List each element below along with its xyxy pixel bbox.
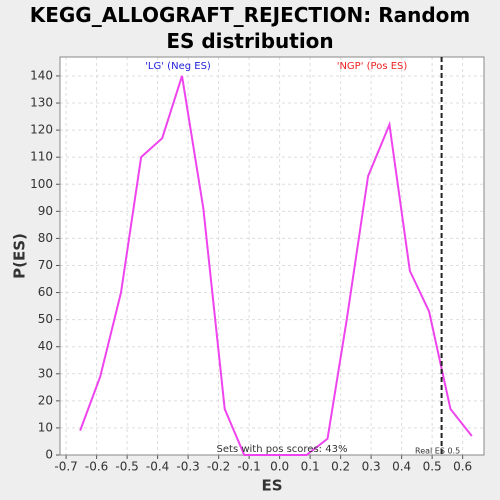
x-tick-label: 0.4 — [392, 460, 411, 474]
y-tick-label: 130 — [30, 96, 53, 110]
x-tick-label: 0.1 — [301, 460, 320, 474]
x-tick-label: 0.3 — [362, 460, 381, 474]
y-tick-label: 90 — [38, 204, 53, 218]
x-axis-label: ES — [261, 477, 282, 495]
x-tick-label: 0.6 — [453, 460, 472, 474]
y-tick-label: 110 — [30, 150, 53, 164]
annotation: Sets with pos scores: 43% — [217, 444, 348, 455]
y-tick-label: 10 — [38, 420, 53, 434]
x-tick-label: -0.3 — [176, 460, 199, 474]
y-tick-label: 100 — [30, 177, 53, 191]
y-tick-label: 120 — [30, 123, 53, 137]
x-tick-label: 0.2 — [331, 460, 350, 474]
y-tick-label: 70 — [38, 258, 53, 272]
y-tick-label: 40 — [38, 339, 53, 353]
y-tick-label: 0 — [45, 448, 53, 462]
x-tick-label: -0.7 — [54, 460, 77, 474]
y-tick-label: 60 — [38, 285, 53, 299]
y-tick-label: 30 — [38, 366, 53, 380]
x-tick-label: 0.5 — [423, 460, 442, 474]
x-tick-label: -0.2 — [207, 460, 230, 474]
y-tick-label: 50 — [38, 312, 53, 326]
y-tick-label: 140 — [30, 68, 53, 82]
x-tick-label: -0.1 — [237, 460, 260, 474]
y-axis-label: P(ES) — [11, 233, 29, 279]
plot-area — [60, 57, 484, 455]
y-tick-label: 20 — [38, 393, 53, 407]
line — [79, 75, 473, 456]
annotation: 'NGP' (Pos ES) — [337, 61, 408, 72]
annotation: 'LG' (Neg ES) — [145, 61, 211, 72]
x-tick-label: -0.6 — [85, 460, 108, 474]
x-tick-label: -0.4 — [146, 460, 169, 474]
annotation: Real ES 0.5 — [415, 447, 460, 456]
x-tick-label: -0.5 — [115, 460, 138, 474]
y-tick-label: 80 — [38, 231, 53, 245]
x-tick-label: 0.0 — [270, 460, 289, 474]
chart-title: KEGG_ALLOGRAFT_REJECTION: Random ES dist… — [29, 3, 471, 53]
